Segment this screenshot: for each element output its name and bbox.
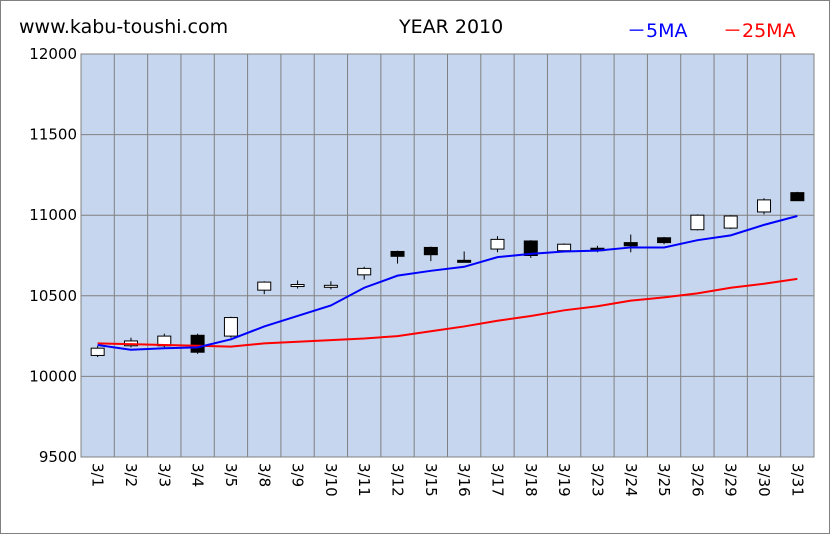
candle-body — [523, 240, 538, 257]
chart-title: YEAR 2010 — [399, 16, 504, 38]
y-tick-label: 10000 — [29, 367, 77, 385]
candle-body — [323, 284, 338, 288]
y-tick-label: 11500 — [29, 126, 77, 144]
x-tick-label: 3/5 — [222, 463, 240, 487]
site-url: www.kabu-toushi.com — [19, 16, 229, 38]
candle-body — [290, 284, 305, 288]
y-tick-label: 10500 — [29, 287, 77, 305]
x-tick-label: 3/10 — [322, 463, 340, 497]
x-tick-label: 3/15 — [422, 463, 440, 497]
x-tick-label: 3/11 — [355, 463, 373, 497]
candle-body — [490, 238, 505, 250]
candle-body — [623, 242, 638, 247]
candle-body — [257, 281, 272, 291]
x-tick-label: 3/17 — [488, 463, 506, 497]
x-tick-label: 3/19 — [555, 463, 573, 497]
legend-25ma: －25MA — [723, 20, 796, 42]
ma5-line — [97, 215, 798, 351]
candle-body — [557, 243, 572, 252]
x-tick-label: 3/26 — [688, 463, 706, 497]
grid-lines — [81, 54, 814, 457]
x-tick-label: 3/3 — [155, 463, 173, 487]
x-tick-label: 3/16 — [455, 463, 473, 497]
candle-body — [757, 199, 772, 213]
x-tick-label: 3/8 — [255, 463, 273, 487]
candles — [90, 191, 805, 358]
x-tick-label: 3/9 — [289, 463, 307, 487]
candle-body — [690, 214, 705, 231]
candle-body — [223, 317, 238, 337]
x-tick-label: 3/25 — [655, 463, 673, 497]
x-tick-label: 3/12 — [389, 463, 407, 497]
y-tick-label: 9500 — [39, 448, 77, 466]
candle-body — [190, 334, 205, 353]
x-tick-label: 3/23 — [588, 463, 606, 497]
x-tick-label: 3/18 — [522, 463, 540, 497]
x-tick-label: 3/4 — [189, 463, 207, 487]
legend-5ma: －5MA — [627, 20, 688, 42]
x-tick-label: 3/31 — [788, 463, 806, 497]
y-axis-ticks: 9500 10000 10500 11000 11500 12000 — [29, 45, 77, 466]
candle-body — [357, 267, 372, 276]
y-tick-label: 12000 — [29, 45, 77, 63]
candle-body — [790, 192, 805, 202]
moving-average-lines — [97, 215, 798, 351]
x-tick-label: 3/2 — [122, 463, 140, 487]
candle-body — [723, 215, 738, 229]
x-tick-label: 3/30 — [755, 463, 773, 497]
candle-body — [390, 250, 405, 257]
candle-body — [457, 259, 472, 263]
x-tick-label: 3/29 — [722, 463, 740, 497]
x-tick-label: 3/1 — [89, 463, 107, 487]
x-axis-ticks: 3/1 3/2 3/3 3/4 3/5 3/8 3/9 3/10 3/11 3/12 3/15 3/1… — [89, 463, 807, 497]
ma25-line — [97, 277, 798, 348]
candle-body — [657, 237, 672, 244]
x-tick-label: 3/24 — [622, 463, 640, 497]
y-tick-label: 11000 — [29, 206, 77, 224]
candle-body — [423, 246, 438, 256]
candle-body — [90, 347, 105, 356]
